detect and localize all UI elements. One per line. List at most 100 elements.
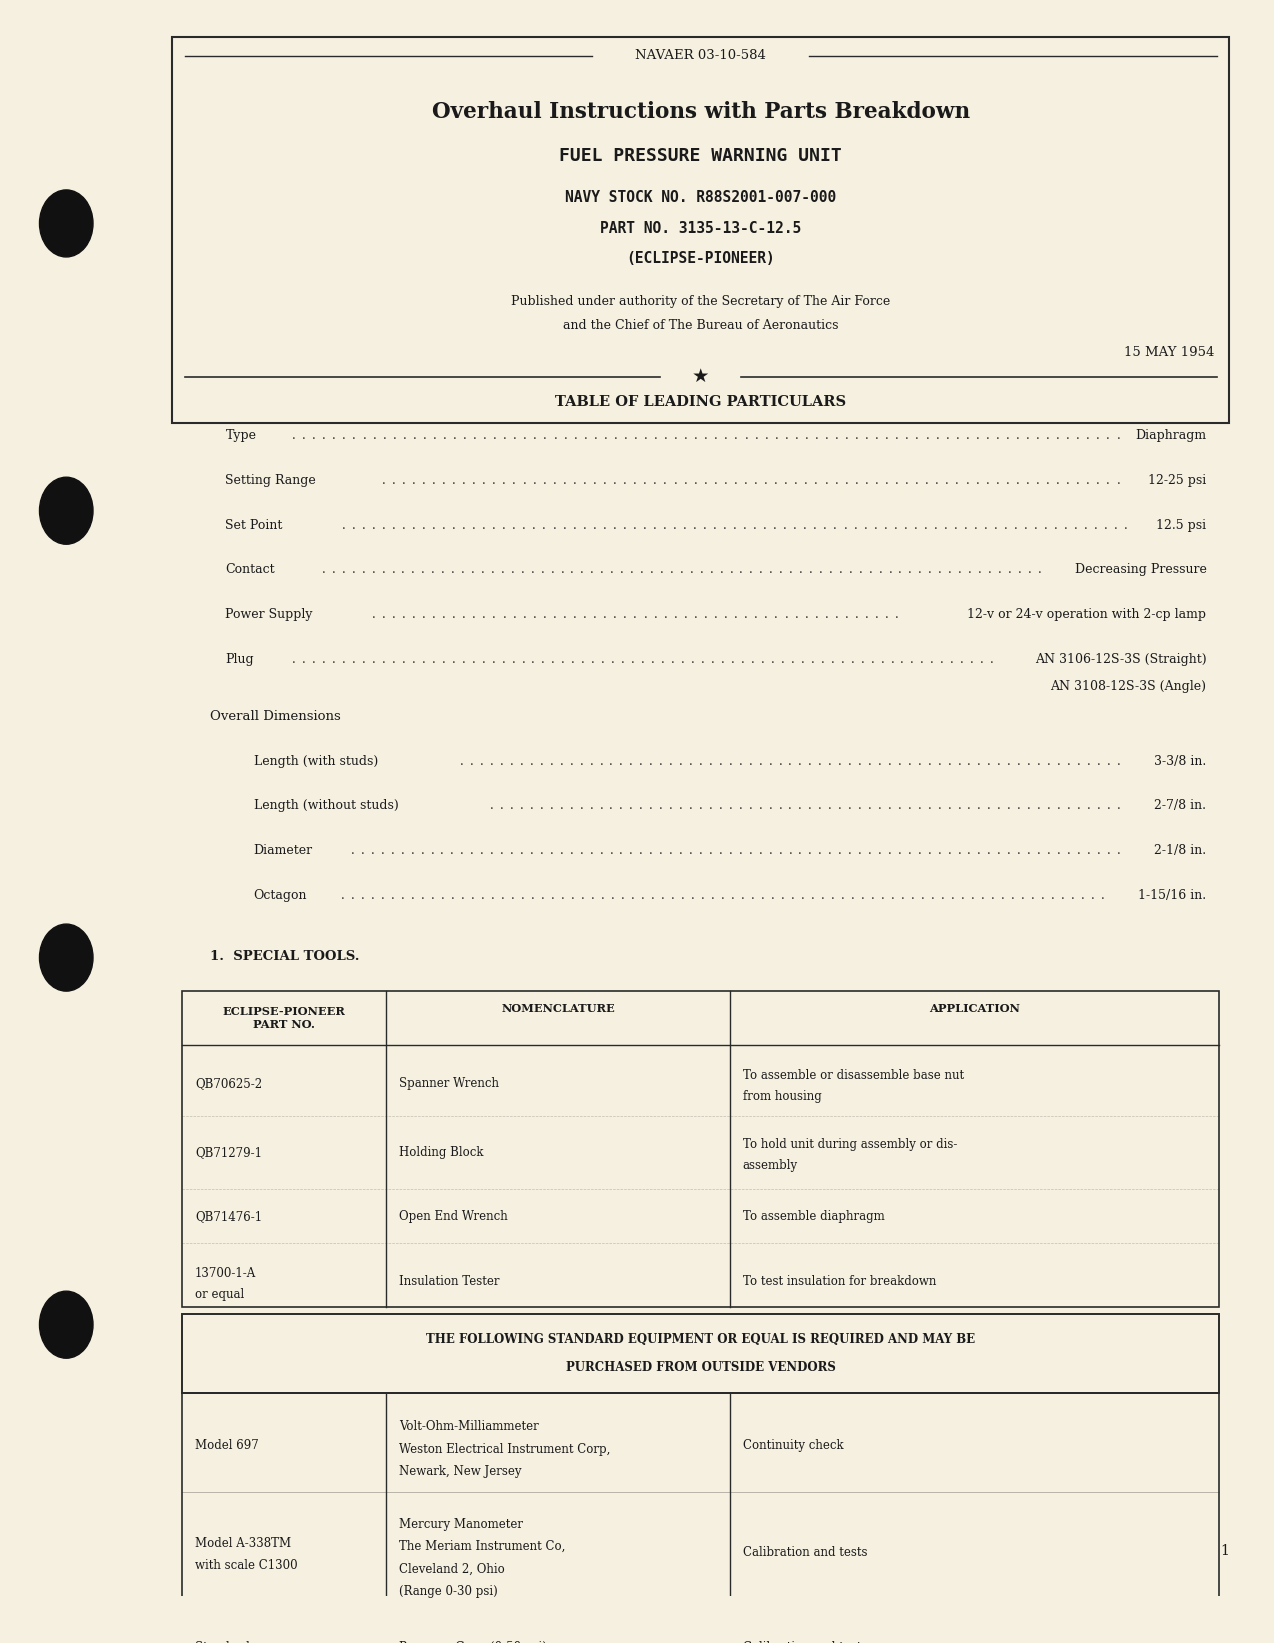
Text: .: . <box>1047 800 1051 813</box>
Text: .: . <box>522 473 526 486</box>
Text: .: . <box>620 889 624 902</box>
Text: .: . <box>1028 564 1032 577</box>
Text: .: . <box>898 754 902 767</box>
Text: .: . <box>1017 800 1020 813</box>
Text: .: . <box>1008 845 1010 858</box>
Text: .: . <box>601 652 605 665</box>
Text: .: . <box>452 608 456 621</box>
Text: .: . <box>362 429 366 442</box>
Text: .: . <box>841 889 845 902</box>
Text: .: . <box>679 564 683 577</box>
Text: .: . <box>442 652 446 665</box>
Text: .: . <box>452 473 456 486</box>
Text: .: . <box>775 608 778 621</box>
Text: .: . <box>624 429 628 442</box>
Text: .: . <box>680 652 684 665</box>
Text: .: . <box>1106 429 1110 442</box>
Text: .: . <box>530 754 534 767</box>
Text: .: . <box>927 754 931 767</box>
Text: .: . <box>451 652 455 665</box>
Text: .: . <box>629 845 633 858</box>
Text: .: . <box>1027 800 1031 813</box>
Text: .: . <box>341 564 345 577</box>
Text: .: . <box>699 845 703 858</box>
Text: .: . <box>1064 519 1068 532</box>
Text: .: . <box>990 652 994 665</box>
Text: .: . <box>580 754 583 767</box>
Text: .: . <box>857 845 861 858</box>
Text: .: . <box>412 564 415 577</box>
Text: To assemble or disassemble base nut: To assemble or disassemble base nut <box>743 1070 964 1083</box>
Text: .: . <box>739 754 743 767</box>
Text: .: . <box>1027 845 1031 858</box>
Text: .: . <box>473 519 476 532</box>
Text: .: . <box>903 519 907 532</box>
Text: .: . <box>559 754 563 767</box>
Text: QB71476-1: QB71476-1 <box>195 1209 262 1222</box>
Text: AN 3106-12S-3S (Straight): AN 3106-12S-3S (Straight) <box>1034 652 1206 665</box>
Text: .: . <box>813 519 817 532</box>
Text: .: . <box>502 652 506 665</box>
Text: .: . <box>894 473 898 486</box>
Text: .: . <box>799 800 803 813</box>
Text: .: . <box>612 652 615 665</box>
Text: .: . <box>609 845 613 858</box>
Text: .: . <box>603 608 606 621</box>
Text: AN 3108-12S-3S (Angle): AN 3108-12S-3S (Angle) <box>1051 680 1206 693</box>
Text: .: . <box>725 429 727 442</box>
Text: .: . <box>885 473 888 486</box>
Text: .: . <box>971 652 973 665</box>
Text: .: . <box>724 608 727 621</box>
Text: .: . <box>581 652 585 665</box>
Text: .: . <box>664 429 668 442</box>
Text: .: . <box>483 429 487 442</box>
Text: .: . <box>754 473 758 486</box>
Text: .: . <box>521 652 525 665</box>
Text: .: . <box>713 473 717 486</box>
Text: .: . <box>1107 754 1111 767</box>
Text: .: . <box>703 608 707 621</box>
Text: .: . <box>534 429 538 442</box>
Text: .: . <box>381 473 385 486</box>
Text: .: . <box>492 519 496 532</box>
Text: .: . <box>442 608 446 621</box>
Text: .: . <box>599 800 603 813</box>
Text: .: . <box>987 845 991 858</box>
Text: .: . <box>1084 519 1088 532</box>
Text: .: . <box>977 845 981 858</box>
Text: .: . <box>490 800 494 813</box>
Text: .: . <box>501 564 505 577</box>
Text: .: . <box>521 889 525 902</box>
Text: .: . <box>490 754 494 767</box>
Text: .: . <box>1008 564 1012 577</box>
Text: .: . <box>341 519 345 532</box>
Text: .: . <box>818 800 822 813</box>
Text: .: . <box>461 652 465 665</box>
Text: .: . <box>888 564 892 577</box>
Text: .: . <box>674 608 678 621</box>
Text: NAVY STOCK NO. R88S2001-007-000: NAVY STOCK NO. R88S2001-007-000 <box>566 191 836 205</box>
Text: .: . <box>559 845 563 858</box>
Text: .: . <box>768 754 772 767</box>
Text: .: . <box>473 429 476 442</box>
Text: .: . <box>855 608 859 621</box>
Text: .: . <box>540 800 544 813</box>
Text: .: . <box>880 652 884 665</box>
Text: .: . <box>1115 519 1119 532</box>
Text: .: . <box>1047 754 1051 767</box>
Text: .: . <box>401 473 405 486</box>
Text: .: . <box>758 754 762 767</box>
Text: .: . <box>341 652 345 665</box>
Text: .: . <box>1000 889 1004 902</box>
Text: .: . <box>531 652 535 665</box>
Text: .: . <box>382 608 385 621</box>
Text: .: . <box>795 429 799 442</box>
Text: ★: ★ <box>692 366 710 386</box>
Text: To hold unit during assembly or dis-: To hold unit during assembly or dis- <box>743 1139 957 1150</box>
Text: .: . <box>791 889 795 902</box>
Text: .: . <box>950 889 954 902</box>
Text: .: . <box>673 519 676 532</box>
Text: .: . <box>401 652 405 665</box>
Text: .: . <box>333 429 336 442</box>
Text: .: . <box>633 519 637 532</box>
